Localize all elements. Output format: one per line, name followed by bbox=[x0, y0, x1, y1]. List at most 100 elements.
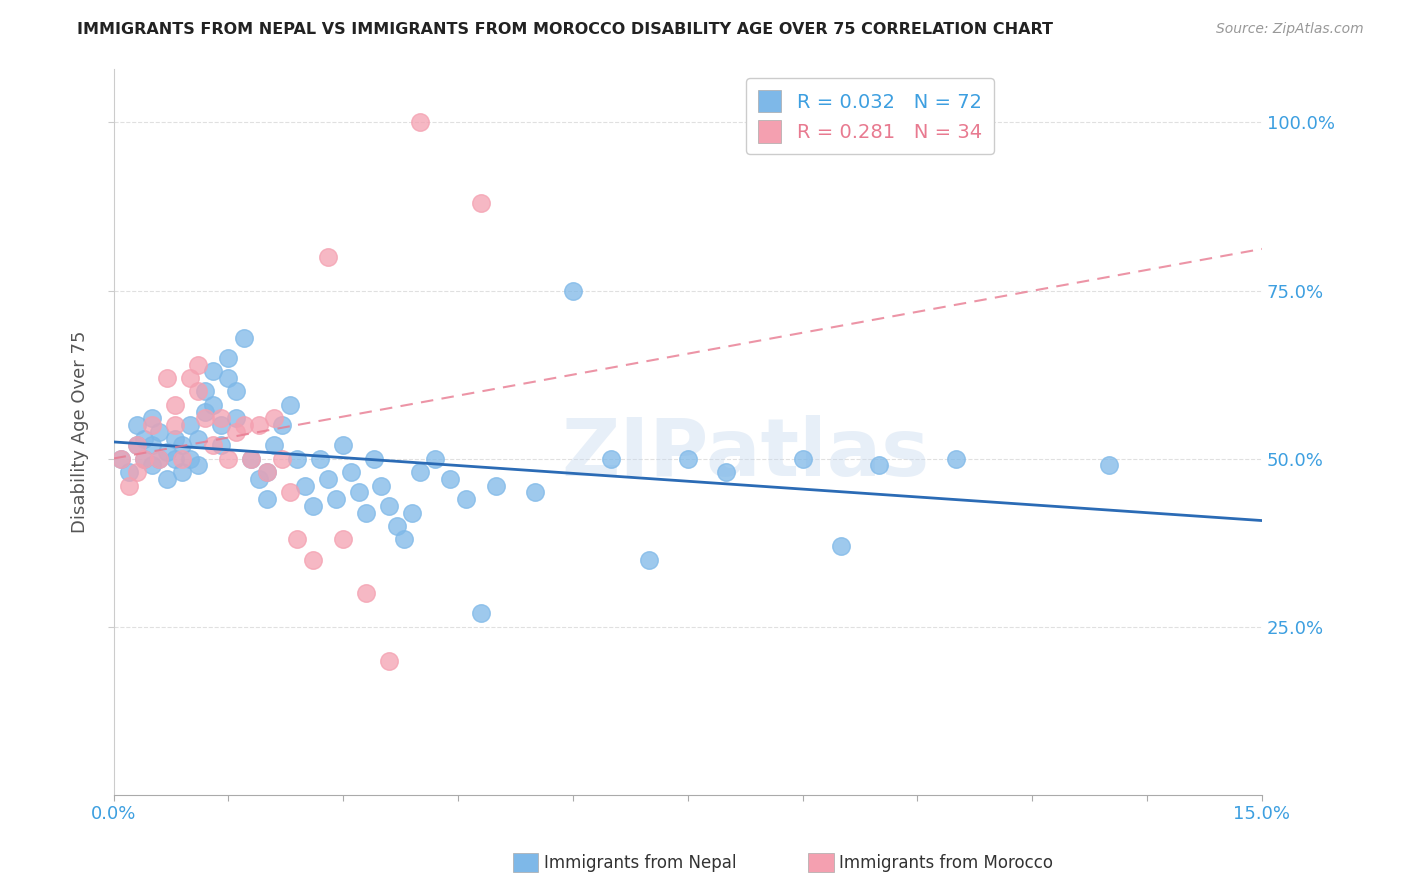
Point bbox=[285, 451, 308, 466]
Point bbox=[1098, 458, 1121, 473]
Point bbox=[134, 451, 156, 466]
Point bbox=[332, 533, 354, 547]
Point bbox=[156, 472, 179, 486]
Point bbox=[194, 384, 217, 399]
Point bbox=[394, 533, 416, 547]
Point bbox=[179, 371, 201, 385]
Text: Immigrants from Nepal: Immigrants from Nepal bbox=[544, 855, 737, 872]
Point bbox=[363, 451, 385, 466]
Point bbox=[141, 438, 163, 452]
Point bbox=[202, 364, 225, 378]
Point bbox=[187, 458, 209, 473]
Point bbox=[332, 438, 354, 452]
Point bbox=[125, 438, 148, 452]
Point bbox=[134, 432, 156, 446]
Point bbox=[194, 404, 217, 418]
Point bbox=[945, 451, 967, 466]
Point bbox=[163, 418, 186, 433]
Point bbox=[294, 478, 316, 492]
Point bbox=[256, 465, 278, 479]
Text: ZIPatlas: ZIPatlas bbox=[561, 415, 929, 492]
Point bbox=[354, 506, 377, 520]
Point bbox=[172, 438, 194, 452]
Point bbox=[370, 478, 392, 492]
Point bbox=[271, 418, 294, 433]
Point bbox=[301, 499, 323, 513]
Text: IMMIGRANTS FROM NEPAL VS IMMIGRANTS FROM MOROCCO DISABILITY AGE OVER 75 CORRELAT: IMMIGRANTS FROM NEPAL VS IMMIGRANTS FROM… bbox=[77, 22, 1053, 37]
Point bbox=[118, 465, 141, 479]
Point bbox=[385, 519, 408, 533]
Point bbox=[232, 330, 254, 344]
Point bbox=[225, 425, 247, 439]
Point bbox=[240, 451, 263, 466]
Point bbox=[110, 451, 132, 466]
Point bbox=[409, 465, 432, 479]
Point bbox=[714, 465, 737, 479]
Point bbox=[868, 458, 890, 473]
Point bbox=[179, 418, 201, 433]
Point bbox=[638, 552, 661, 566]
Point bbox=[401, 506, 423, 520]
Point bbox=[172, 465, 194, 479]
Point bbox=[148, 451, 170, 466]
Point bbox=[209, 438, 232, 452]
Point bbox=[217, 371, 239, 385]
Point bbox=[340, 465, 363, 479]
Point bbox=[600, 451, 623, 466]
Point bbox=[378, 499, 401, 513]
Point bbox=[347, 485, 370, 500]
Point bbox=[110, 451, 132, 466]
Point bbox=[256, 491, 278, 506]
Point bbox=[156, 445, 179, 459]
Point bbox=[125, 465, 148, 479]
Point bbox=[163, 398, 186, 412]
Point bbox=[217, 451, 239, 466]
Point bbox=[454, 491, 477, 506]
Text: Source: ZipAtlas.com: Source: ZipAtlas.com bbox=[1216, 22, 1364, 37]
Point bbox=[202, 438, 225, 452]
Point bbox=[148, 451, 170, 466]
Point bbox=[148, 425, 170, 439]
Point bbox=[172, 451, 194, 466]
Legend: R = 0.032   N = 72, R = 0.281   N = 34: R = 0.032 N = 72, R = 0.281 N = 34 bbox=[747, 78, 994, 154]
Point bbox=[141, 418, 163, 433]
Point bbox=[125, 418, 148, 433]
Point bbox=[439, 472, 461, 486]
Point bbox=[316, 472, 339, 486]
Point bbox=[792, 451, 814, 466]
Y-axis label: Disability Age Over 75: Disability Age Over 75 bbox=[72, 331, 89, 533]
Point bbox=[256, 465, 278, 479]
Point bbox=[309, 451, 332, 466]
Point bbox=[561, 284, 583, 298]
Point bbox=[134, 451, 156, 466]
Point bbox=[179, 451, 201, 466]
Point bbox=[141, 458, 163, 473]
Point bbox=[316, 250, 339, 264]
Point bbox=[247, 418, 270, 433]
Point bbox=[423, 451, 446, 466]
Point bbox=[301, 552, 323, 566]
Point bbox=[278, 485, 301, 500]
Point bbox=[676, 451, 699, 466]
Point bbox=[354, 586, 377, 600]
Point bbox=[523, 485, 546, 500]
Point bbox=[240, 451, 263, 466]
Point bbox=[470, 607, 492, 621]
Point bbox=[271, 451, 294, 466]
Point bbox=[118, 478, 141, 492]
Point bbox=[485, 478, 508, 492]
Point bbox=[187, 358, 209, 372]
Point bbox=[278, 398, 301, 412]
Point bbox=[830, 539, 852, 553]
Point bbox=[247, 472, 270, 486]
Point bbox=[194, 411, 217, 425]
Point bbox=[409, 115, 432, 129]
Point bbox=[163, 432, 186, 446]
Point bbox=[225, 384, 247, 399]
Point bbox=[156, 371, 179, 385]
Point bbox=[378, 653, 401, 667]
Point bbox=[285, 533, 308, 547]
Point bbox=[209, 418, 232, 433]
Point bbox=[125, 438, 148, 452]
Point bbox=[209, 411, 232, 425]
